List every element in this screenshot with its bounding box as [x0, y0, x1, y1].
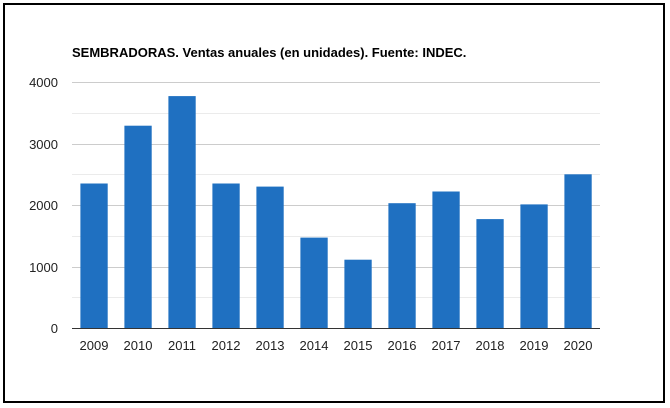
y-tick-label: 4000 [29, 75, 58, 90]
x-tick-label: 2014 [300, 338, 329, 353]
x-tick-label: 2019 [520, 338, 549, 353]
bar-2020 [564, 174, 592, 329]
y-tick-label: 3000 [29, 137, 58, 152]
chart-frame [3, 3, 665, 403]
x-tick-label: 2020 [564, 338, 593, 353]
bar-2012 [212, 183, 240, 328]
x-tick-label: 2010 [124, 338, 153, 353]
x-tick-label: 2017 [432, 338, 461, 353]
bar-2014 [300, 237, 328, 328]
bar-2019 [520, 204, 548, 328]
x-tick-label: 2013 [256, 338, 285, 353]
y-axis-ticks: 0 1000 2000 3000 4000 [29, 75, 58, 336]
bar-2009 [80, 183, 108, 328]
x-tick-label: 2018 [476, 338, 505, 353]
y-tick-label: 0 [51, 321, 58, 336]
bar-2015 [344, 259, 372, 328]
bar-2018 [476, 219, 504, 328]
gridlines [72, 82, 600, 329]
bar-2017 [432, 191, 460, 328]
x-tick-label: 2011 [168, 338, 196, 353]
y-tick-label: 1000 [29, 260, 58, 275]
bar-2013 [256, 186, 284, 328]
x-tick-label: 2009 [80, 338, 109, 353]
y-tick-label: 2000 [29, 198, 58, 213]
bar-2016 [388, 203, 416, 328]
bar-2011 [168, 96, 196, 328]
bar-2010 [124, 125, 152, 328]
x-axis-ticks: 2009 2010 2011 2012 2013 2014 2015 2016 2017 2018… [80, 338, 593, 353]
x-tick-label: 2016 [388, 338, 417, 353]
x-tick-label: 2012 [212, 338, 241, 353]
bars [80, 96, 592, 329]
chart-title: SEMBRADORAS. Ventas anuales (en unidades… [72, 45, 466, 60]
x-tick-label: 2015 [344, 338, 373, 353]
